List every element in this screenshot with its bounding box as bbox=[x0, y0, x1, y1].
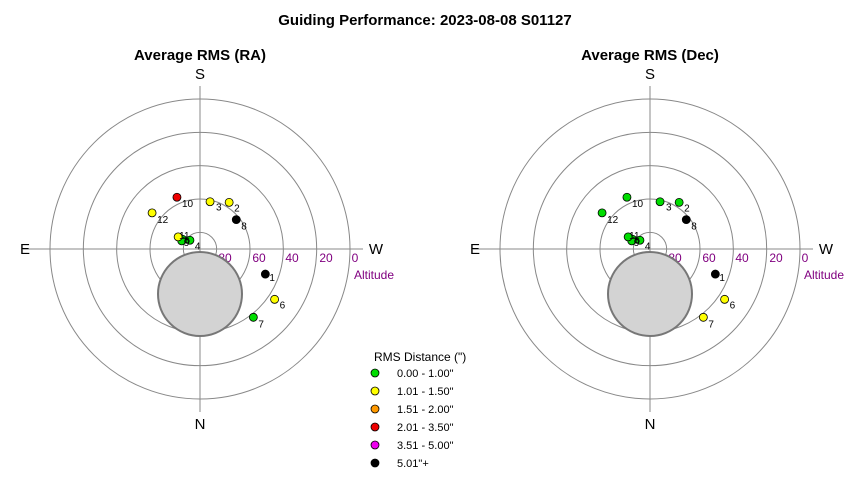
cardinal-right: W bbox=[819, 241, 834, 258]
point-label: 12 bbox=[157, 215, 169, 226]
cardinal-bottom: N bbox=[645, 416, 656, 433]
point-label: 8 bbox=[691, 222, 697, 233]
point-label: 10 bbox=[632, 199, 644, 210]
cardinal-bottom: N bbox=[195, 416, 206, 433]
cardinal-right: W bbox=[369, 241, 384, 258]
point-label: 11 bbox=[179, 231, 190, 242]
cardinal-top: S bbox=[195, 66, 205, 83]
legend-swatch bbox=[370, 458, 380, 468]
point-label: 4 bbox=[195, 241, 201, 252]
altitude-axis-label: Altitude bbox=[354, 268, 394, 282]
altitude-tick-label: 0 bbox=[802, 251, 809, 265]
cardinal-left: E bbox=[20, 241, 30, 258]
legend-item-label: 1.51 - 2.00" bbox=[397, 404, 454, 416]
altitude-tick-label: 40 bbox=[735, 251, 749, 265]
cardinal-left: E bbox=[470, 241, 480, 258]
point-label: 3 bbox=[666, 203, 672, 214]
data-point bbox=[698, 312, 708, 322]
data-point bbox=[710, 269, 720, 279]
point-label: 3 bbox=[216, 203, 222, 214]
point-label: 9 bbox=[634, 238, 640, 249]
point-label: 7 bbox=[708, 319, 714, 330]
data-point bbox=[655, 197, 665, 207]
altitude-tick-label: 40 bbox=[285, 251, 299, 265]
point-label: 8 bbox=[241, 222, 247, 233]
moon-disc bbox=[157, 251, 243, 337]
altitude-axis-label: Altitude bbox=[804, 268, 844, 282]
legend: RMS Distance (") 0.00 - 1.00" 1.01 - 1.50"… bbox=[370, 350, 466, 470]
legend-item-label: 0.00 - 1.00" bbox=[397, 368, 454, 380]
legend-swatch bbox=[370, 440, 380, 450]
point-label: 4 bbox=[645, 241, 651, 252]
point-label: 6 bbox=[280, 300, 286, 311]
figure-title: Guiding Performance: 2023-08-08 S01127 bbox=[278, 12, 571, 29]
legend-item-label: 1.01 - 1.50" bbox=[397, 386, 454, 398]
data-point bbox=[597, 208, 607, 218]
point-label: 1 bbox=[269, 273, 275, 284]
data-point bbox=[623, 232, 633, 242]
point-label: 5 bbox=[185, 235, 191, 246]
data-point bbox=[205, 197, 215, 207]
point-label: 9 bbox=[184, 238, 190, 249]
altitude-tick-label: 0 bbox=[352, 251, 359, 265]
data-point bbox=[674, 197, 684, 207]
data-point bbox=[622, 192, 632, 202]
data-point bbox=[270, 294, 280, 304]
altitude-tick-label: 20 bbox=[769, 251, 783, 265]
chart-title: Average RMS (RA) bbox=[134, 47, 266, 64]
point-label: 6 bbox=[730, 300, 736, 311]
data-point bbox=[720, 294, 730, 304]
data-point bbox=[248, 312, 258, 322]
legend-title: RMS Distance (") bbox=[374, 350, 466, 364]
data-point bbox=[681, 215, 691, 225]
legend-swatch bbox=[370, 422, 380, 432]
chart-title: Average RMS (Dec) bbox=[581, 47, 719, 64]
legend-swatch bbox=[370, 368, 380, 378]
altitude-tick-label: 60 bbox=[252, 251, 266, 265]
legend-item-label: 3.51 - 5.00" bbox=[397, 440, 454, 452]
moon-disc bbox=[607, 251, 693, 337]
point-label: 11 bbox=[629, 231, 640, 242]
legend-item-label: 2.01 - 3.50" bbox=[397, 422, 454, 434]
point-label: 10 bbox=[182, 199, 194, 210]
cardinal-top: S bbox=[645, 66, 655, 83]
legend-item-label: 5.01"+ bbox=[397, 458, 429, 470]
data-point bbox=[231, 215, 241, 225]
data-point bbox=[147, 208, 157, 218]
point-label: 12 bbox=[607, 215, 619, 226]
point-label: 5 bbox=[635, 235, 641, 246]
point-label: 7 bbox=[258, 319, 264, 330]
data-point bbox=[172, 192, 182, 202]
altitude-tick-label: 60 bbox=[702, 251, 716, 265]
legend-swatch bbox=[370, 404, 380, 414]
altitude-tick-label: 20 bbox=[319, 251, 333, 265]
data-point bbox=[224, 197, 234, 207]
point-label: 2 bbox=[684, 203, 690, 214]
point-label: 1 bbox=[719, 273, 725, 284]
data-point bbox=[260, 269, 270, 279]
data-point bbox=[173, 232, 183, 242]
legend-swatch bbox=[370, 386, 380, 396]
point-label: 2 bbox=[234, 203, 240, 214]
